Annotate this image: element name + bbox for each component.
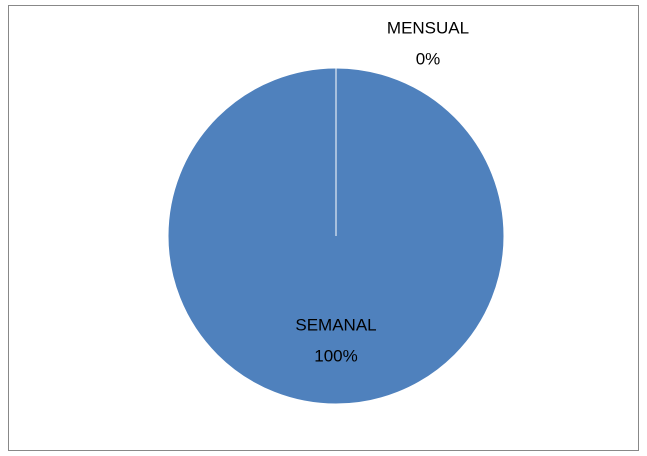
slice-label: MENSUAL [387,18,469,37]
slice-value-label: 0% [416,49,441,68]
slice-label: SEMANAL [295,316,376,335]
slice-value-label: 100% [314,347,357,366]
